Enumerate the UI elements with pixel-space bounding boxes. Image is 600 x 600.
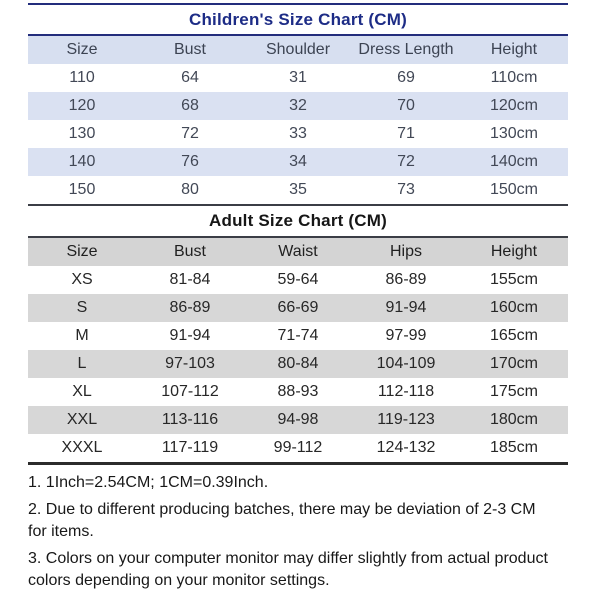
table-cell: 31 (289, 69, 307, 86)
table-cell: 110cm (490, 69, 538, 86)
column-header: Dress Length (358, 41, 454, 58)
table-cell: 99-112 (273, 439, 323, 456)
table-cell: 68 (181, 97, 199, 114)
table-cell: 35 (289, 181, 307, 198)
adult-size-table: Size Bust Waist Hips Height XS 81-84 59-… (28, 238, 568, 462)
table-cell: 91-94 (169, 327, 211, 344)
table-cell: 97-99 (385, 327, 427, 344)
table-cell: 73 (397, 181, 415, 198)
table-cell: 124-132 (376, 439, 436, 456)
table-row: XXL 113-116 94-98 119-123 180cm (28, 406, 568, 434)
column-header: Bust (173, 243, 206, 260)
table-cell: 76 (181, 153, 199, 170)
adult-table-header-row: Size Bust Waist Hips Height (28, 238, 568, 266)
table-cell: 160cm (489, 299, 539, 316)
table-cell: 140 (68, 153, 96, 170)
table-cell: 140cm (489, 153, 539, 170)
table-cell: 97-103 (165, 355, 215, 372)
table-row: 130 72 33 71 130cm (28, 120, 568, 148)
column-header: Bust (173, 41, 206, 58)
table-row: 120 68 32 70 120cm (28, 92, 568, 120)
table-cell: 107-112 (161, 383, 219, 400)
children-table-bottom-divider (28, 204, 568, 206)
table-cell: 71-74 (277, 327, 319, 344)
adult-chart-title: Adult Size Chart (CM) (209, 211, 387, 230)
table-cell: 94-98 (277, 411, 319, 428)
table-cell: 72 (181, 125, 199, 142)
column-header: Height (490, 243, 538, 260)
column-header: Size (66, 41, 98, 58)
table-cell: 88-93 (277, 383, 319, 400)
table-cell: XS (71, 271, 93, 288)
table-cell: 71 (397, 125, 415, 142)
table-cell: XXXL (61, 439, 103, 456)
table-cell: 33 (289, 125, 307, 142)
table-row: XXXL 117-119 99-112 124-132 185cm (28, 434, 568, 462)
column-header: Waist (278, 243, 318, 260)
table-row: XL 107-112 88-93 112-118 175cm (28, 378, 568, 406)
table-row: M 91-94 71-74 97-99 165cm (28, 322, 568, 350)
table-cell: 150cm (489, 181, 539, 198)
table-cell: 113-116 (161, 411, 219, 428)
table-row: XS 81-84 59-64 86-89 155cm (28, 266, 568, 294)
size-chart-notes: 1. 1Inch=2.54CM; 1CM=0.39Inch. 2. Due to… (28, 465, 548, 592)
table-cell: XL (72, 383, 92, 400)
table-cell: 130 (68, 125, 96, 142)
table-cell: 32 (289, 97, 307, 114)
table-cell: 86-89 (385, 271, 427, 288)
table-cell: 120 (68, 97, 96, 114)
table-cell: 81-84 (169, 271, 211, 288)
children-title-divider (28, 34, 568, 36)
table-cell: 64 (181, 69, 199, 86)
note-inch-conversion: 1. 1Inch=2.54CM; 1CM=0.39Inch. (28, 474, 269, 491)
table-cell: 120cm (489, 97, 539, 114)
table-cell: 72 (397, 153, 415, 170)
top-divider (28, 3, 568, 5)
table-cell: 104-109 (376, 355, 436, 372)
table-cell: 180cm (489, 411, 539, 428)
table-cell: L (77, 355, 87, 372)
column-header: Size (66, 243, 98, 260)
table-cell: 110 (69, 69, 95, 86)
table-cell: 150 (68, 181, 96, 198)
table-cell: 59-64 (277, 271, 319, 288)
table-cell: 70 (397, 97, 415, 114)
children-size-table: Size Bust Shoulder Dress Length Height 1… (28, 36, 568, 204)
table-cell: M (75, 327, 89, 344)
table-cell: 130cm (489, 125, 539, 142)
table-row: 110 64 31 69 110cm (28, 64, 568, 92)
children-chart-title: Children's Size Chart (CM) (189, 9, 407, 29)
children-table-header-row: Size Bust Shoulder Dress Length Height (28, 36, 568, 64)
note-deviation: 2. Due to different producing batches, t… (28, 501, 536, 540)
table-cell: 185cm (489, 439, 539, 456)
table-cell: 91-94 (385, 299, 427, 316)
table-row: S 86-89 66-69 91-94 160cm (28, 294, 568, 322)
table-cell: 165cm (489, 327, 539, 344)
table-cell: 117-119 (161, 439, 219, 456)
table-row: 140 76 34 72 140cm (28, 148, 568, 176)
table-cell: 80-84 (277, 355, 319, 372)
column-header: Shoulder (265, 41, 331, 58)
table-cell: 66-69 (277, 299, 319, 316)
table-cell: 69 (397, 69, 415, 86)
table-cell: XXL (66, 411, 98, 428)
table-row: 150 80 35 73 150cm (28, 176, 568, 204)
table-cell: 80 (181, 181, 199, 198)
column-header: Hips (389, 243, 422, 260)
table-row: L 97-103 80-84 104-109 170cm (28, 350, 568, 378)
note-monitor-colors: 3. Colors on your computer monitor may d… (28, 550, 548, 589)
table-cell: 175cm (489, 383, 539, 400)
table-cell: S (76, 299, 88, 316)
table-cell: 34 (289, 153, 307, 170)
table-cell: 112-118 (377, 383, 435, 400)
column-header: Height (490, 41, 538, 58)
table-cell: 86-89 (169, 299, 211, 316)
table-cell: 155cm (489, 271, 539, 288)
adult-table-bottom-divider (28, 462, 568, 465)
adult-title-divider (28, 236, 568, 238)
table-cell: 119-123 (377, 411, 435, 428)
table-cell: 170cm (489, 355, 539, 372)
